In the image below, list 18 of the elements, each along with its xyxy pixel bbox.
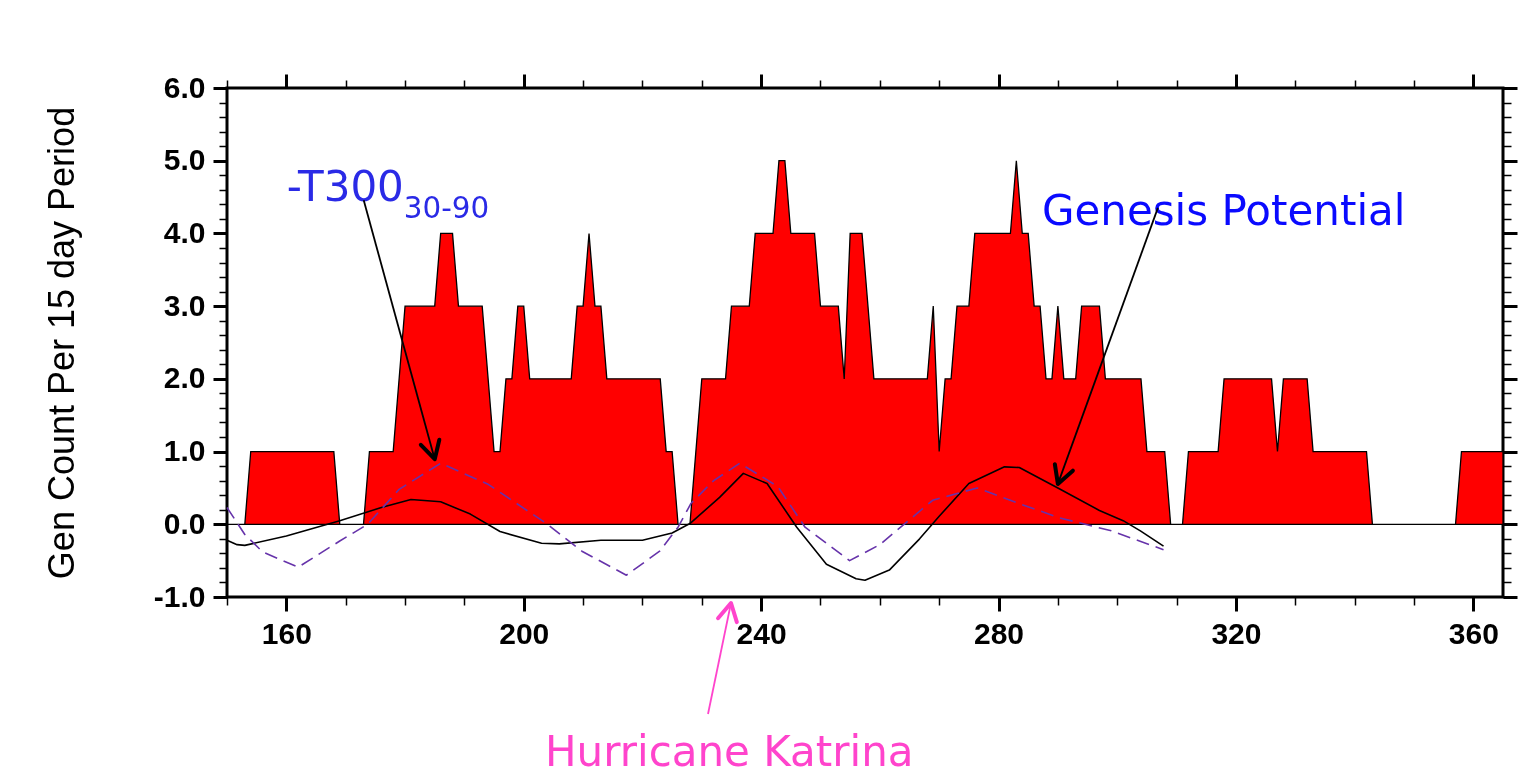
x-tick-label: 160: [261, 616, 312, 650]
y-tick-label: 4.0: [163, 215, 206, 249]
y-tick-label: 6.0: [163, 70, 206, 104]
annotation: Genesis Potential: [1041, 185, 1406, 235]
y-tick-label: 1.0: [163, 434, 206, 468]
annotation: -T300$_{30-90}$: [286, 162, 490, 226]
x-tick-label: 320: [1211, 616, 1262, 650]
x-tick-label: 280: [974, 616, 1025, 650]
y-tick-label: 3.0: [163, 288, 206, 322]
y-tick-label: 2.0: [163, 361, 206, 395]
y-tick-label: 5.0: [163, 143, 206, 177]
y-tick-label: 0.0: [163, 506, 206, 540]
y-axis-title: Gen Count Per 15 day Period: [40, 106, 82, 580]
x-tick-label: 200: [499, 616, 550, 650]
y-tick-label: -1.0: [153, 579, 206, 613]
text: Hurricane Katrina: [545, 727, 914, 776]
x-tick-label: 360: [1448, 616, 1499, 650]
x-tick-label: 240: [736, 616, 787, 650]
